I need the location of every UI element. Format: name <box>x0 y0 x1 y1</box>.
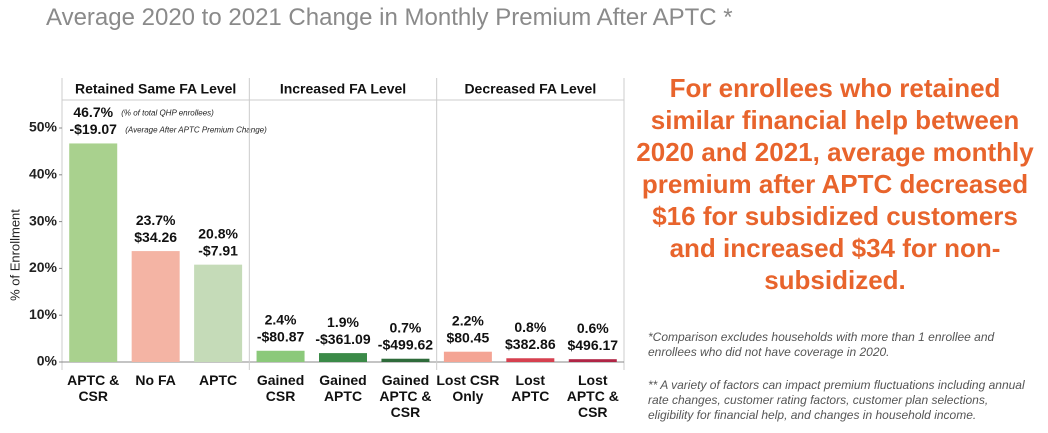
x-tick-label: Lost APTC & CSR <box>566 372 619 420</box>
bar <box>256 350 305 362</box>
x-tick-label: APTC <box>199 372 238 388</box>
chart: % of Enrollment 0% 10% 20% 30% 40% 50% Retained… <box>7 78 625 370</box>
value-label: 23.7% <box>136 212 176 228</box>
chart-title: Average 2020 to 2021 Change in Monthly P… <box>46 4 733 31</box>
y-axis-label: % of Enrollment <box>7 209 22 301</box>
value-label: 0.8% <box>514 319 546 335</box>
y-tick-label: 50% <box>29 119 58 135</box>
change-label: -$7.91 <box>198 242 238 258</box>
change-label: $382.86 <box>505 336 556 352</box>
value-label: 0.7% <box>389 319 421 335</box>
group-title: Retained Same FA Level <box>75 81 236 97</box>
bar <box>381 358 430 362</box>
value-label: 20.8% <box>198 225 238 241</box>
x-tick-label: Gained APTC <box>319 372 367 404</box>
note: ** A variety of factors can impact premi… <box>648 378 1025 422</box>
bar <box>319 353 367 362</box>
y-tick-label: 40% <box>29 166 58 182</box>
change-label: $496.17 <box>567 337 618 353</box>
y-tick-label: 0% <box>37 353 58 369</box>
x-tick-label: Gained CSR <box>256 372 305 404</box>
value-label: 46.7% <box>73 104 113 120</box>
x-tick-label: Lost CSR Only <box>436 372 500 404</box>
change-label: -$361.09 <box>315 331 370 347</box>
x-tick-label: APTC & CSR <box>67 372 120 404</box>
x-tick-label: Lost APTC <box>511 372 550 404</box>
bar <box>69 143 118 362</box>
change-label: -$499.62 <box>378 336 433 352</box>
change-label: $80.45 <box>446 329 489 345</box>
value-label: 2.4% <box>265 311 297 327</box>
bar <box>194 264 243 362</box>
callout: For enrollees who retained similar finan… <box>636 73 1034 295</box>
bar <box>568 359 617 362</box>
note: *Comparison excludes households with mor… <box>648 330 995 359</box>
annotation: (Average After APTC Premium Change) <box>125 126 267 135</box>
value-label: 0.6% <box>577 320 609 336</box>
annotation: (% of total QHP enrollees) <box>121 109 214 118</box>
y-tick-label: 10% <box>29 306 58 322</box>
change-label: $34.26 <box>134 229 177 245</box>
bar <box>506 358 555 362</box>
x-tick-label: No FA <box>135 372 176 388</box>
bar <box>443 351 492 362</box>
change-label: -$19.07 <box>69 121 117 137</box>
group-title: Increased FA Level <box>280 81 406 97</box>
x-tick-label: Gained APTC & CSR <box>379 372 432 420</box>
value-label: 2.2% <box>452 312 484 328</box>
group-title: Decreased FA Level <box>464 81 596 97</box>
y-tick-label: 30% <box>29 212 58 228</box>
y-tick-label: 20% <box>29 259 58 275</box>
value-label: 1.9% <box>327 314 359 330</box>
change-label: -$80.87 <box>257 328 305 344</box>
bar <box>131 251 180 362</box>
